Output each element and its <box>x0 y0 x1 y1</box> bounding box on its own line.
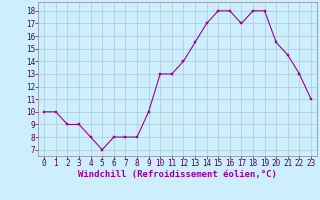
X-axis label: Windchill (Refroidissement éolien,°C): Windchill (Refroidissement éolien,°C) <box>78 170 277 179</box>
